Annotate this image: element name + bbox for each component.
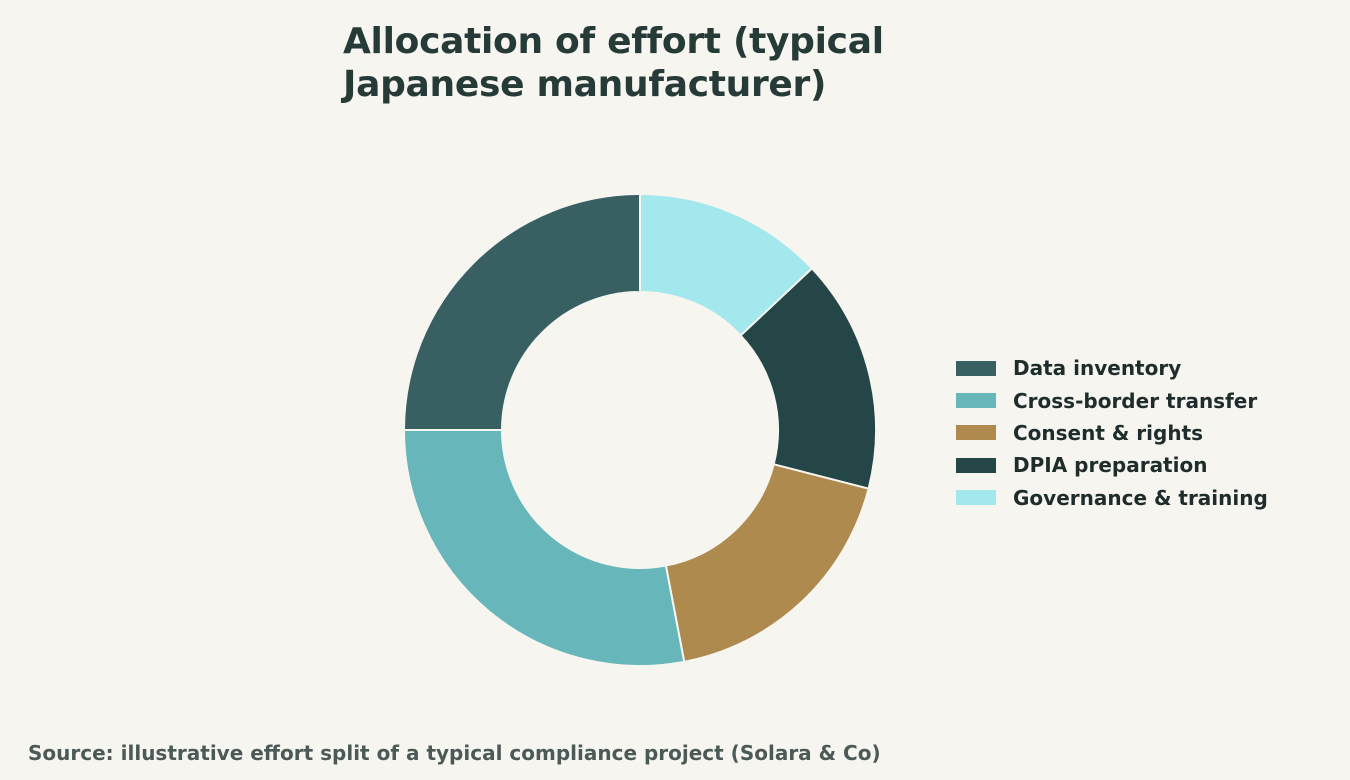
chart-title: Allocation of effort (typical Japanese m… xyxy=(343,21,884,105)
legend-swatch xyxy=(956,393,996,409)
legend-swatch xyxy=(956,425,996,441)
slice-data-inventory xyxy=(402,192,641,431)
legend-item: Data inventory xyxy=(956,352,1268,384)
slice-cross-border-transfer xyxy=(402,429,686,667)
legend-item: Cross-border transfer xyxy=(956,384,1268,416)
slice-consent-rights xyxy=(664,463,870,663)
source-note: Source: illustrative effort split of a t… xyxy=(28,741,881,765)
legend-item: Consent & rights xyxy=(956,417,1268,449)
legend-label: DPIA preparation xyxy=(1013,453,1208,478)
legend-label: Consent & rights xyxy=(1013,420,1204,445)
legend-swatch xyxy=(956,457,996,473)
legend-label: Cross-border transfer xyxy=(1013,388,1258,413)
legend-label: Data inventory xyxy=(1013,356,1182,381)
chart-legend: Data inventory Cross-border transfer Conse… xyxy=(956,352,1268,514)
legend-swatch xyxy=(956,490,996,506)
legend-swatch xyxy=(956,360,996,376)
legend-item: DPIA preparation xyxy=(956,449,1268,481)
legend-item: Governance & training xyxy=(956,482,1268,514)
legend-label: Governance & training xyxy=(1013,485,1268,510)
